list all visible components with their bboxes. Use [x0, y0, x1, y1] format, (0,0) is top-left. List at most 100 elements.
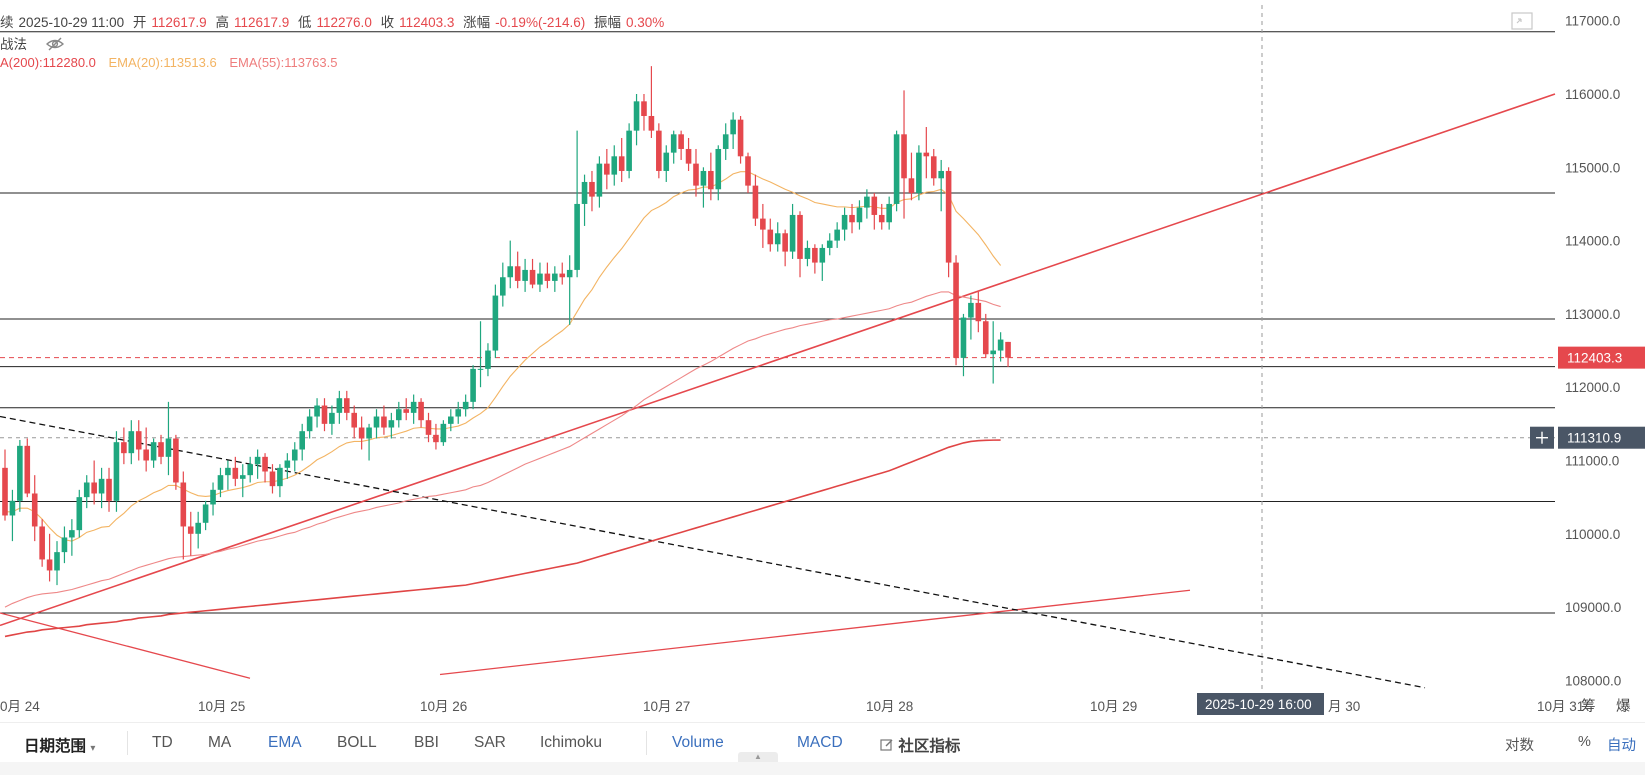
open-value: 112617.9 — [151, 15, 207, 30]
candle-body — [2, 467, 8, 516]
ichimoku-button[interactable]: Ichimoku — [540, 734, 603, 751]
candle-body — [180, 482, 187, 527]
percent-scale-button[interactable]: % — [1578, 734, 1591, 750]
dashed-trendline — [0, 415, 1426, 689]
candle-body — [106, 478, 112, 501]
crosshair-price-tag — [1558, 426, 1645, 449]
crosshair-time-value: 2025-10-29 16:00 — [1205, 697, 1312, 712]
candle-body — [366, 427, 372, 439]
strategy-label[interactable]: 战法 — [0, 37, 27, 52]
candle-body — [1005, 341, 1011, 358]
candle-body — [425, 420, 432, 435]
y-tick-label: 115000.0 — [1565, 160, 1620, 175]
candle-body — [618, 156, 625, 171]
x-tick-label: 10月 29 — [1090, 699, 1137, 714]
x-tick-label: 10月 28 — [866, 699, 913, 714]
crosshair-price-value: 111310.9 — [1567, 431, 1621, 446]
candle-body — [656, 130, 662, 171]
candle-body — [626, 130, 632, 171]
fullscreen-icon[interactable] — [1511, 12, 1533, 33]
close-value: 112403.3 — [399, 15, 455, 30]
candle-body — [195, 522, 201, 534]
ema200-legend: A(200):112280.0 — [0, 55, 96, 70]
x-tick-label: 10月 26 — [420, 699, 467, 714]
candle-body — [945, 170, 952, 263]
bbi-button[interactable]: BBI — [414, 734, 439, 751]
candle-body — [559, 273, 566, 278]
x-tick-label: 月 30 — [1328, 699, 1360, 714]
candle-body — [247, 464, 253, 476]
candle-body — [507, 266, 514, 278]
auto-scale-button[interactable]: 自动 — [1607, 738, 1636, 754]
candle-body — [9, 500, 16, 516]
log-scale-button[interactable]: 对数 — [1505, 738, 1534, 754]
ma-button[interactable]: MA — [208, 734, 232, 751]
candle-body — [158, 442, 164, 457]
info-datetime: 2025-10-29 11:00 — [18, 15, 125, 30]
collapse-handle[interactable]: ▲ — [738, 752, 778, 762]
ema200-line — [4, 439, 1001, 638]
sar-button[interactable]: SAR — [474, 734, 506, 751]
y-tick-label: 108000.0 — [1565, 673, 1621, 688]
ema-button[interactable]: EMA — [268, 734, 302, 751]
candle-body — [462, 401, 469, 410]
candle-body — [299, 431, 305, 450]
macd-button[interactable]: MACD — [797, 734, 843, 751]
candle-body — [901, 134, 907, 179]
candle-body — [849, 214, 855, 223]
candle-body — [544, 273, 551, 281]
candle-body — [878, 214, 885, 223]
change-value: -0.19%(-214.6) — [495, 15, 586, 30]
low-value: 112276.0 — [316, 15, 372, 30]
candle-body — [566, 269, 573, 278]
candle-body — [916, 152, 922, 193]
candle-body — [314, 405, 320, 417]
candle-body — [477, 368, 484, 370]
eye-off-icon[interactable] — [45, 37, 64, 54]
axis-extra-label: 筹 — [1581, 698, 1596, 715]
candle-body — [202, 504, 209, 523]
candle-body — [433, 434, 439, 443]
candle-body — [291, 449, 298, 461]
open-label: 开 — [132, 15, 147, 30]
volume-button[interactable]: Volume — [672, 734, 724, 751]
candle-body — [403, 409, 410, 413]
candle-body — [975, 302, 982, 322]
boll-button[interactable]: BOLL — [337, 734, 377, 751]
ema-legend: A(200):112280.0 EMA(20):113513.6 EMA(55)… — [0, 55, 342, 70]
x-tick-label: 10月 25 — [198, 699, 245, 714]
candle-body — [381, 416, 387, 428]
candle-body — [552, 273, 558, 281]
candle-body — [893, 134, 900, 204]
candle-body — [46, 559, 53, 571]
candle-body — [522, 269, 528, 281]
candle-body — [31, 493, 38, 527]
candle-body — [448, 416, 454, 424]
candle-body — [797, 214, 803, 259]
community-indicators-button[interactable]: 社区指标 — [880, 734, 960, 757]
crosshair-time-tag — [1197, 693, 1324, 715]
y-tick-label: 113000.0 — [1565, 307, 1620, 322]
candle-body — [574, 203, 580, 270]
candle-body — [91, 482, 97, 494]
y-tick-label: 117000.0 — [1565, 14, 1620, 29]
candle-body — [440, 423, 447, 443]
candle-body — [611, 156, 618, 175]
candle-body — [782, 233, 788, 252]
candle-body — [351, 412, 358, 428]
price-chart[interactable]: 116380.2 →117000.0116000.0115000.0114000… — [0, 0, 1645, 722]
date-range-button[interactable]: 日期范围 ▾ — [24, 734, 95, 756]
date-range-label: 日期范围 — [24, 738, 87, 755]
candle-body — [76, 497, 83, 531]
candle-body — [358, 427, 365, 439]
candle-body — [589, 181, 595, 197]
td-button[interactable]: TD — [152, 734, 173, 751]
close-label: 收 — [380, 15, 395, 30]
candle-body — [187, 526, 194, 534]
candle-body — [470, 368, 476, 402]
candle-body — [284, 460, 291, 468]
ema20-line — [5, 171, 1002, 542]
amplitude-label: 振幅 — [593, 15, 621, 30]
chevron-down-icon: ▾ — [90, 743, 96, 754]
